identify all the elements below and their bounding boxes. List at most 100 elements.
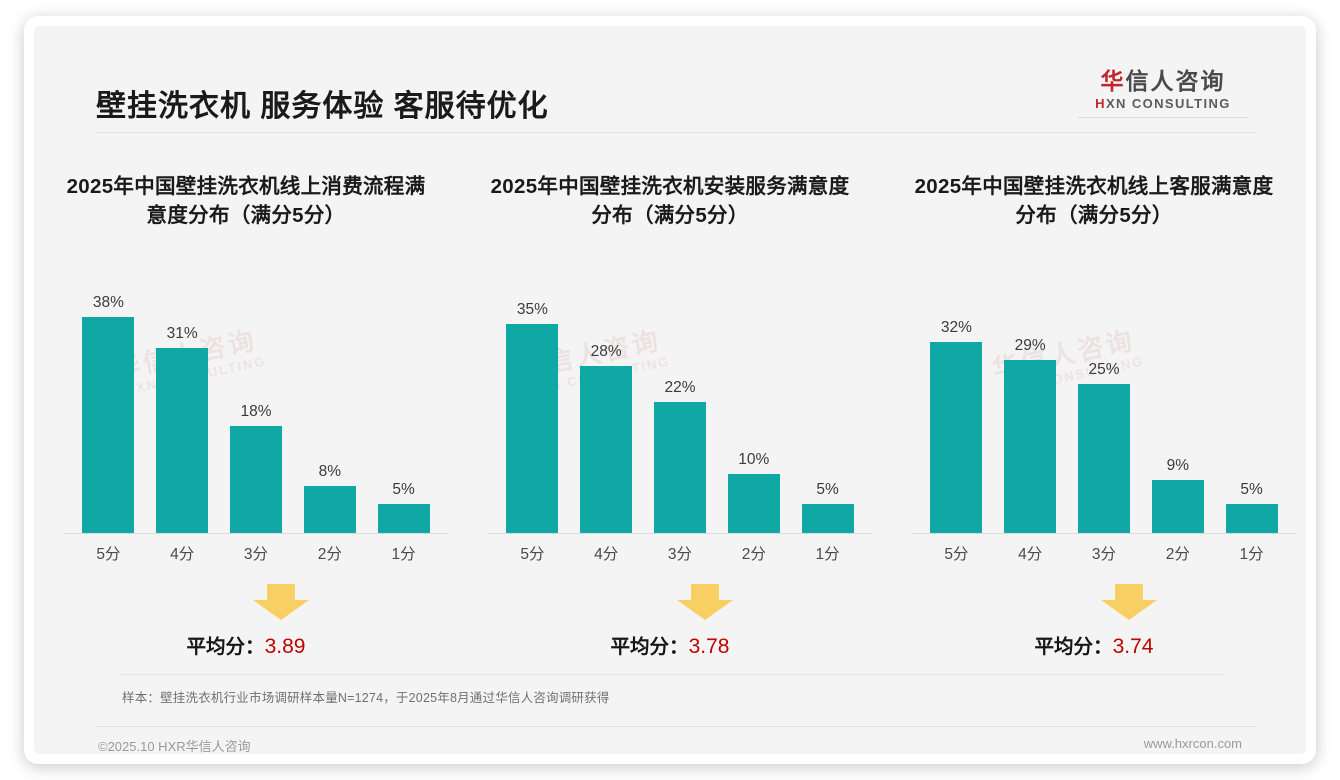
average-score-value: 3.78 [688,635,730,658]
average-score-value: 3.74 [1112,635,1154,658]
down-arrow-icon [253,584,309,620]
x-axis-tick-label: 4分 [170,546,195,563]
chart-panel-3: 2025年中国壁挂洗衣机线上客服满意度分布（满分5分） 华信人咨询 HXN CONS… [882,144,1306,674]
x-axis-tick-label: 2分 [741,546,766,563]
website-text: www.hxrcon.com [1143,736,1242,751]
bar-slot: 8% [297,294,362,534]
bar[interactable] [82,317,135,534]
bar-value-label: 25% [1088,361,1120,378]
bar[interactable] [1077,384,1130,534]
arrow-shaft [1115,584,1143,601]
bar[interactable] [506,324,559,534]
bar-value-label: 9% [1166,457,1189,474]
bar-slot: 31% [150,294,215,534]
bar[interactable] [1151,480,1204,534]
x-axis-tick-label: 5分 [944,546,969,563]
x-axis-tick-label: 3分 [243,546,269,563]
arrow-container [924,584,1284,624]
bar[interactable] [801,504,854,534]
page-title: 壁挂洗衣机 服务体验 客服待优化 [96,90,549,123]
logo-chinese-highlight: 华 [1100,68,1126,94]
bar-slot: 38% [76,294,141,534]
arrow-container [76,584,436,624]
slide-canvas: 壁挂洗衣机 服务体验 客服待优化 华信人咨询 HXN CONSULTING 20… [34,26,1306,754]
x-axis-tick-label: 3分 [1091,546,1117,563]
x-axis-tick-label: 5分 [96,546,121,563]
bar-slot: 29% [998,294,1063,534]
down-arrow-icon [677,584,733,620]
logo-english-highlight: H [1095,96,1106,112]
bar-slot: 35% [500,294,565,534]
average-score-label: 平均分： [610,636,689,658]
average-score-label: 平均分： [1034,636,1113,658]
bar[interactable] [156,348,209,534]
x-axis-tick-label: 1分 [391,546,416,563]
copyright-text: ©2025.10 HXR华信人咨询 [98,739,251,754]
bar-slot: 10% [721,294,786,534]
x-axis-tick-label: 4分 [594,546,619,563]
chart-title: 2025年中国壁挂洗衣机线上消费流程满意度分布（满分5分） [66,175,426,228]
bar-value-label: 5% [392,481,415,498]
average-score-label: 平均分： [186,636,265,658]
bar[interactable] [303,486,356,534]
bar-slot: 5% [795,294,860,534]
bar[interactable] [930,342,983,534]
x-axis-tick-label: 4分 [1018,546,1043,563]
slide-header: 壁挂洗衣机 服务体验 客服待优化 华信人咨询 HXN CONSULTING [34,26,1306,136]
plot-area: 35% 28% 22% 10% 5% [488,294,872,534]
footnote-text: 样本：壁挂洗衣机行业市场调研样本量N=1274，于2025年8月通过华信人咨询调… [122,691,610,705]
average-score-row: 平均分：3.74 [882,630,1306,659]
x-axis-labels: 5分 4分 3分 2分 1分 [500,542,860,564]
arrow-shaft [691,584,719,601]
bar-value-label: 5% [1240,481,1263,498]
x-axis-tick-label: 5分 [520,546,545,563]
average-score-row: 平均分：3.78 [458,630,882,659]
bar-slot: 18% [224,294,289,534]
bar-value-label: 32% [940,319,972,336]
arrow-shaft [267,584,295,601]
average-score-value: 3.89 [264,635,306,658]
bar[interactable] [580,366,633,534]
bar[interactable] [727,474,780,534]
logo-chinese-rest: 信人咨询 [1125,68,1226,94]
plot-area: 38% 31% 18% 8% 5% [64,294,448,534]
x-axis-labels: 5分 4分 3分 2分 1分 [924,542,1284,564]
bar-slot: 9% [1145,294,1210,534]
bar-value-label: 22% [664,379,696,396]
x-axis-tick-label: 1分 [815,546,840,563]
bar-value-label: 28% [590,343,622,360]
arrow-head [253,600,309,620]
bar-slot: 28% [574,294,639,534]
bar-slot: 5% [371,294,436,534]
logo-chinese-text: 华信人咨询 [1078,68,1248,94]
bar[interactable] [229,426,282,534]
bar-value-label: 29% [1014,337,1046,354]
bar-slot: 5% [1219,294,1284,534]
average-score-row: 平均分：3.89 [34,630,458,659]
bar-group: 32% 29% 25% 9% 5% [924,294,1284,534]
x-axis-line [64,533,448,534]
bar-slot: 32% [924,294,989,534]
x-axis-line [912,533,1296,534]
x-axis-tick-label: 2分 [317,546,342,563]
bar[interactable] [1004,360,1057,534]
bar-value-label: 8% [318,463,341,480]
arrow-head [1101,600,1157,620]
x-axis-labels: 5分 4分 3分 2分 1分 [76,542,436,564]
down-arrow-icon [1101,584,1157,620]
bar[interactable] [653,402,706,534]
bar[interactable] [1225,504,1278,534]
plot-area: 32% 29% 25% 9% 5% [912,294,1296,534]
arrow-container [500,584,860,624]
header-divider [96,132,1256,133]
footer-divider [96,726,1256,727]
x-axis-tick-label: 1分 [1239,546,1264,563]
bar-slot: 22% [648,294,713,534]
x-axis-tick-label: 3分 [667,546,693,563]
bar-value-label: 10% [738,451,770,468]
bar-value-label: 38% [92,294,124,311]
bar[interactable] [377,504,430,534]
x-axis-tick-label: 2分 [1165,546,1190,563]
bar-group: 35% 28% 22% 10% 5% [500,294,860,534]
